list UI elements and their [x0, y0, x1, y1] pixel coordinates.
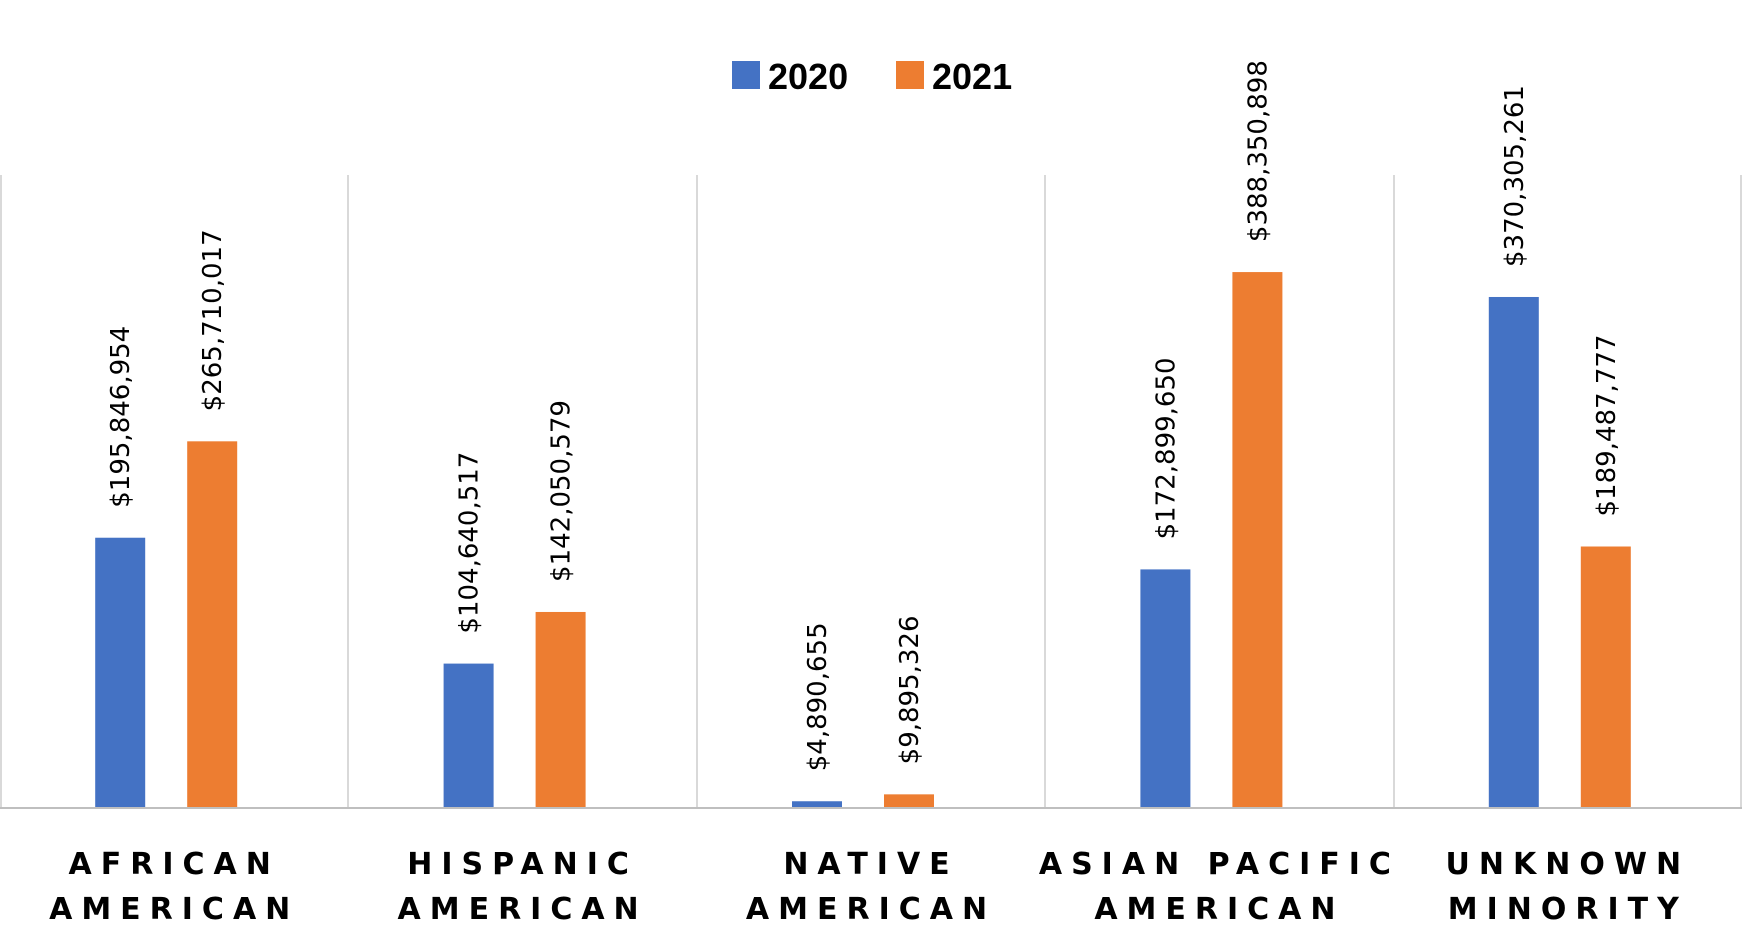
data-label-2021-0: $265,710,017: [198, 229, 228, 411]
category-label-3-line-0: ASIAN PACIFIC: [1039, 847, 1400, 882]
category-label-2-line-1: AMERICAN: [746, 892, 996, 927]
category-labels: AFRICAN AMERICAN HISPANIC AMERICAN NATIVE AME…: [49, 847, 1691, 927]
legend-label-2021: 2021: [932, 56, 1012, 97]
bar-2021-3: [1232, 272, 1283, 808]
bar-2020-3: [1140, 569, 1191, 808]
bar-2021-4: [1580, 546, 1631, 808]
bar-2021-2: [884, 794, 934, 808]
bar-2021-0: [187, 441, 238, 808]
bar-2020-2: [792, 801, 842, 808]
data-label-2021-1: $142,050,579: [547, 400, 577, 582]
legend-label-2020: 2020: [768, 56, 848, 97]
category-label-1-line-0: HISPANIC: [407, 847, 638, 882]
legend: 2020 2021: [732, 56, 1012, 97]
bar-2020-1: [443, 663, 494, 808]
category-label-0-line-0: AFRICAN: [69, 847, 280, 882]
category-separators: [0, 175, 1742, 808]
legend-swatch-2021: [896, 61, 924, 89]
data-label-2020-0: $195,846,954: [106, 326, 136, 508]
data-label-2020-4: $370,305,261: [1500, 85, 1530, 267]
data-label-2020-2: $4,890,655: [803, 622, 833, 771]
category-label-4-line-1: MINORITY: [1448, 892, 1688, 927]
data-label-2021-4: $189,487,777: [1592, 335, 1622, 517]
data-label-2021-2: $9,895,326: [895, 615, 925, 764]
bars: [95, 272, 1631, 808]
category-label-0-line-1: AMERICAN: [49, 892, 299, 927]
data-label-2020-1: $104,640,517: [455, 452, 485, 634]
legend-swatch-2020: [732, 61, 760, 89]
category-label-4-line-0: UNKNOWN: [1446, 847, 1691, 882]
bar-2020-4: [1488, 296, 1539, 808]
data-label-2020-3: $172,899,650: [1151, 357, 1181, 539]
bar-2020-0: [95, 537, 146, 808]
data-labels: $195,846,954 $265,710,017 $104,640,517 $142…: [106, 60, 1622, 771]
category-label-2-line-0: NATIVE: [783, 847, 958, 882]
category-label-1-line-1: AMERICAN: [398, 892, 648, 927]
data-label-2021-3: $388,350,898: [1243, 60, 1273, 242]
category-label-3-line-1: AMERICAN: [1094, 892, 1344, 927]
bar-2021-1: [535, 611, 586, 808]
